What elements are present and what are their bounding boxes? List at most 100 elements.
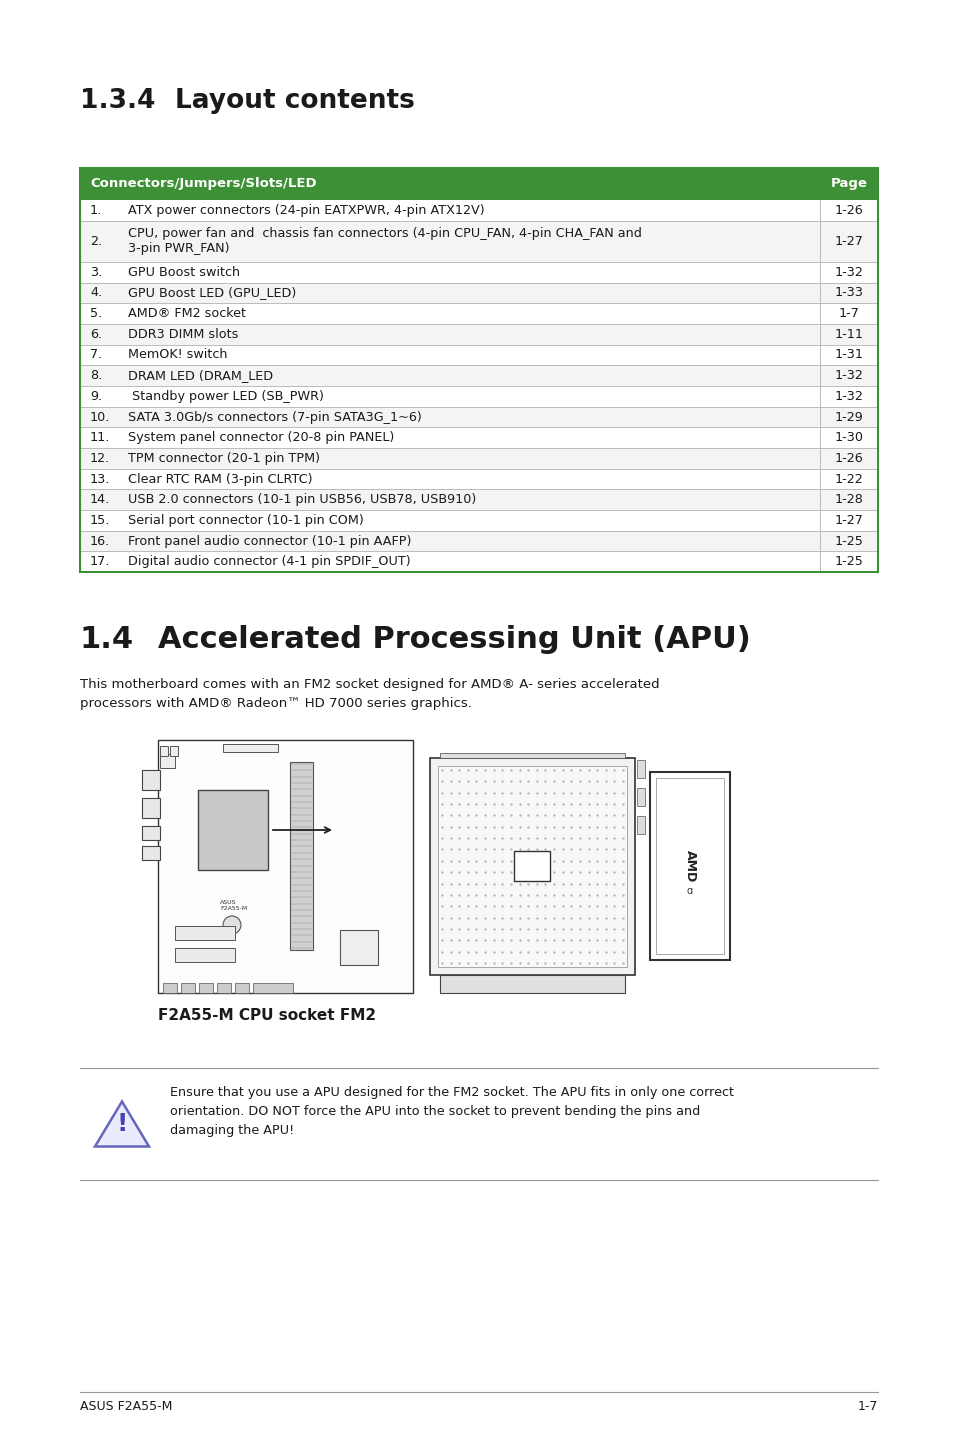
Text: ASUS F2A55-M: ASUS F2A55-M bbox=[80, 1401, 172, 1414]
Bar bbox=[223, 743, 277, 752]
Text: 1-27: 1-27 bbox=[834, 513, 862, 526]
Text: 13.: 13. bbox=[90, 473, 111, 486]
Bar bbox=[649, 772, 729, 961]
Text: 1.: 1. bbox=[90, 204, 102, 217]
Text: 1-27: 1-27 bbox=[834, 234, 862, 247]
Text: 1-7: 1-7 bbox=[857, 1401, 877, 1414]
Bar bbox=[142, 825, 160, 840]
Text: F2A55-M CPU socket FM2: F2A55-M CPU socket FM2 bbox=[158, 1008, 375, 1022]
Text: Ensure that you use a APU designed for the FM2 socket. The APU fits in only one : Ensure that you use a APU designed for t… bbox=[170, 1086, 733, 1137]
Bar bbox=[181, 984, 194, 994]
Text: Front panel audio connector (10-1 pin AAFP): Front panel audio connector (10-1 pin AA… bbox=[128, 535, 411, 548]
Bar bbox=[339, 930, 377, 965]
Text: ɑ: ɑ bbox=[686, 886, 692, 896]
Bar bbox=[81, 324, 876, 345]
Text: Clear RTC RAM (3-pin CLRTC): Clear RTC RAM (3-pin CLRTC) bbox=[128, 473, 313, 486]
Text: 14.: 14. bbox=[90, 493, 111, 506]
Text: TPM connector (20-1 pin TPM): TPM connector (20-1 pin TPM) bbox=[128, 452, 319, 464]
Text: MemOK! switch: MemOK! switch bbox=[128, 348, 227, 361]
Text: 3.: 3. bbox=[90, 266, 102, 279]
Bar bbox=[199, 984, 213, 994]
Text: 1-33: 1-33 bbox=[834, 286, 862, 299]
Text: 1-25: 1-25 bbox=[834, 535, 862, 548]
Bar bbox=[80, 168, 877, 200]
Bar bbox=[81, 449, 876, 469]
Bar bbox=[234, 984, 249, 994]
Bar bbox=[174, 926, 234, 940]
Text: Accelerated Processing Unit (APU): Accelerated Processing Unit (APU) bbox=[158, 626, 750, 654]
Bar bbox=[253, 984, 293, 994]
Text: 12.: 12. bbox=[90, 452, 111, 464]
Bar bbox=[170, 746, 178, 756]
Text: !: ! bbox=[116, 1112, 128, 1136]
Text: Standby power LED (SB_PWR): Standby power LED (SB_PWR) bbox=[128, 390, 323, 403]
Text: 16.: 16. bbox=[90, 535, 111, 548]
Text: 5.: 5. bbox=[90, 308, 102, 321]
Text: SATA 3.0Gb/s connectors (7-pin SATA3G_1~6): SATA 3.0Gb/s connectors (7-pin SATA3G_1~… bbox=[128, 410, 421, 424]
Text: DRAM LED (DRAM_LED: DRAM LED (DRAM_LED bbox=[128, 370, 273, 383]
Text: 3-pin PWR_FAN): 3-pin PWR_FAN) bbox=[128, 242, 230, 256]
Text: 2.: 2. bbox=[90, 234, 102, 247]
Bar bbox=[142, 846, 160, 860]
Bar bbox=[81, 365, 876, 385]
Text: GPU Boost LED (GPU_LED): GPU Boost LED (GPU_LED) bbox=[128, 286, 296, 299]
Text: Serial port connector (10-1 pin COM): Serial port connector (10-1 pin COM) bbox=[128, 513, 363, 526]
Bar bbox=[216, 984, 231, 994]
Bar bbox=[81, 531, 876, 551]
Bar bbox=[81, 407, 876, 427]
Text: 1-11: 1-11 bbox=[834, 328, 862, 341]
Bar bbox=[637, 815, 644, 834]
Bar bbox=[80, 168, 877, 572]
Bar bbox=[637, 788, 644, 807]
Text: CPU, power fan and  chassis fan connectors (4-pin CPU_FAN, 4-pin CHA_FAN and: CPU, power fan and chassis fan connector… bbox=[128, 227, 641, 240]
Text: AMD® FM2 socket: AMD® FM2 socket bbox=[128, 308, 246, 321]
Text: 1-29: 1-29 bbox=[834, 410, 862, 424]
Bar bbox=[439, 754, 624, 758]
Bar bbox=[142, 769, 160, 789]
Text: 1-32: 1-32 bbox=[834, 390, 862, 403]
Text: ASUS
F2A55-M: ASUS F2A55-M bbox=[220, 900, 247, 910]
Text: This motherboard comes with an FM2 socket designed for AMD® A- series accelerate: This motherboard comes with an FM2 socke… bbox=[80, 677, 659, 709]
Text: 1-31: 1-31 bbox=[834, 348, 862, 361]
Text: 1.4: 1.4 bbox=[80, 626, 134, 654]
Bar bbox=[160, 746, 168, 756]
Bar bbox=[439, 975, 624, 994]
Bar bbox=[514, 851, 550, 881]
Text: USB 2.0 connectors (10-1 pin USB56, USB78, USB910): USB 2.0 connectors (10-1 pin USB56, USB7… bbox=[128, 493, 476, 506]
Text: 1-22: 1-22 bbox=[834, 473, 862, 486]
Text: Page: Page bbox=[830, 177, 866, 190]
Circle shape bbox=[223, 916, 241, 935]
Text: 6.: 6. bbox=[90, 328, 102, 341]
Bar bbox=[290, 762, 313, 951]
Bar bbox=[81, 489, 876, 510]
Text: 8.: 8. bbox=[90, 370, 102, 383]
Text: 10.: 10. bbox=[90, 410, 111, 424]
Text: 1-26: 1-26 bbox=[834, 452, 862, 464]
Bar bbox=[437, 766, 626, 966]
Text: 17.: 17. bbox=[90, 555, 111, 568]
Text: 4.: 4. bbox=[90, 286, 102, 299]
Text: 1-25: 1-25 bbox=[834, 555, 862, 568]
Text: Layout contents: Layout contents bbox=[174, 88, 415, 114]
Bar bbox=[198, 789, 268, 870]
Bar bbox=[163, 984, 177, 994]
Text: Connectors/Jumpers/Slots/LED: Connectors/Jumpers/Slots/LED bbox=[90, 177, 316, 190]
Polygon shape bbox=[95, 1102, 149, 1146]
Text: System panel connector (20-8 pin PANEL): System panel connector (20-8 pin PANEL) bbox=[128, 431, 394, 444]
Bar bbox=[174, 948, 234, 962]
Text: AMD: AMD bbox=[682, 850, 696, 881]
Bar bbox=[142, 798, 160, 818]
Text: DDR3 DIMM slots: DDR3 DIMM slots bbox=[128, 328, 238, 341]
Text: 1-28: 1-28 bbox=[834, 493, 862, 506]
Text: 1-26: 1-26 bbox=[834, 204, 862, 217]
Text: 1.3.4: 1.3.4 bbox=[80, 88, 155, 114]
Text: 15.: 15. bbox=[90, 513, 111, 526]
Bar bbox=[637, 761, 644, 778]
Text: 9.: 9. bbox=[90, 390, 102, 403]
Text: 1-7: 1-7 bbox=[838, 308, 859, 321]
Bar bbox=[430, 758, 635, 975]
Text: ATX power connectors (24-pin EATXPWR, 4-pin ATX12V): ATX power connectors (24-pin EATXPWR, 4-… bbox=[128, 204, 484, 217]
Text: 11.: 11. bbox=[90, 431, 111, 444]
Bar bbox=[81, 283, 876, 303]
Text: 1-32: 1-32 bbox=[834, 266, 862, 279]
